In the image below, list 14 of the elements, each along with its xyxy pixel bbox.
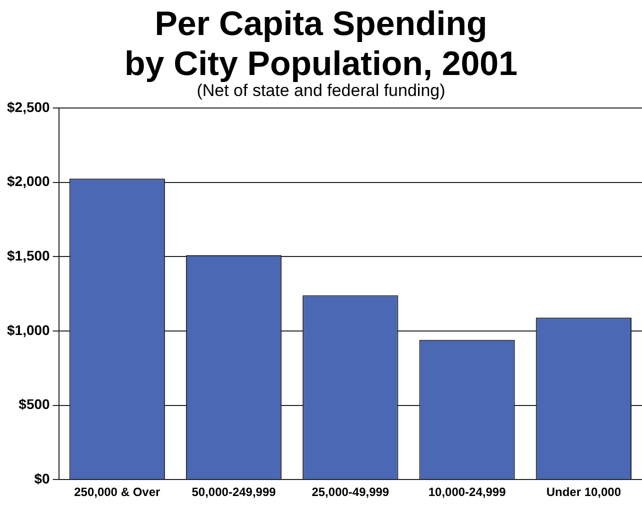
x-tick-label: 50,000-249,999 <box>192 485 276 500</box>
x-tick-label: 25,000-49,999 <box>312 485 390 500</box>
x-tick-label: Under 10,000 <box>546 485 622 500</box>
x-tick-label: 10,000-24,999 <box>428 485 506 500</box>
x-tick-label: 250,000 & Over <box>74 485 160 500</box>
y-tick-label: $500 <box>18 396 50 412</box>
text: by City Population, 2001 <box>124 45 518 83</box>
y-tick-label: $2,500 <box>6 98 50 115</box>
y-tick-label: $1,000 <box>6 322 50 338</box>
y-tick-label: $0 <box>34 470 50 486</box>
y-tick-label: $2,000 <box>6 173 50 190</box>
text: Per Capita Spending <box>154 5 488 43</box>
chart-subtitle: (Net of state and federal funding) <box>196 81 446 100</box>
y-tick-label: $1,500 <box>6 248 50 264</box>
